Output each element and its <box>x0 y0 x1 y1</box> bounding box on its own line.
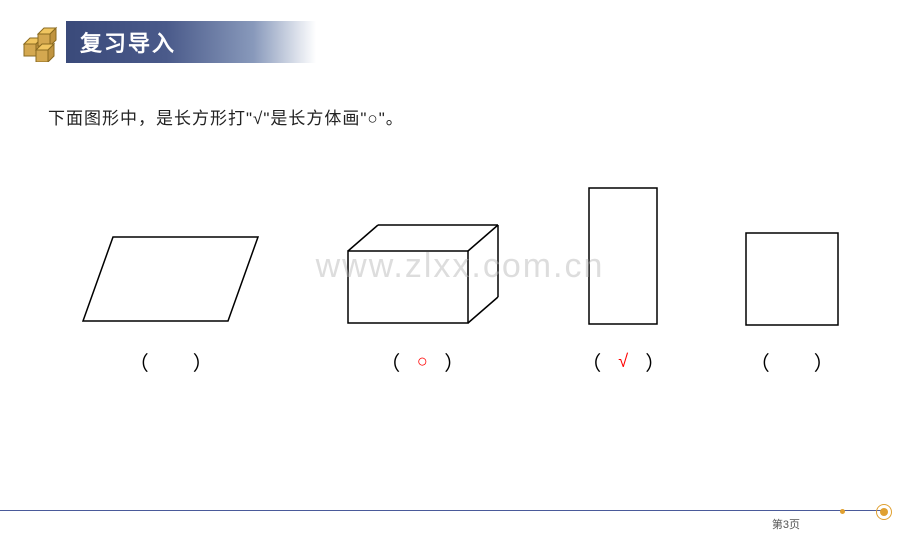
paren-right: ） <box>814 347 834 376</box>
parallelogram-svg <box>78 229 263 329</box>
section-title: 复习导入 <box>66 21 316 63</box>
shape-cuboid: （ ○ ） <box>340 219 505 376</box>
tall-rect-svg <box>583 184 663 329</box>
instruction-text: 下面图形中，是长方形打"√"是长方体画"○"。 <box>48 104 920 129</box>
shape-square: （ ） <box>742 229 842 376</box>
shape-tall-rectangle: （ √ ） <box>581 184 665 376</box>
paren-left: （ <box>380 347 400 376</box>
footer-line <box>0 510 885 512</box>
paren-right: ） <box>444 347 464 376</box>
square-svg <box>742 229 842 329</box>
blocks-icon <box>18 22 66 62</box>
answer-slot-3: （ √ ） <box>581 347 665 376</box>
footer-small-dot <box>840 509 845 514</box>
paren-right: ） <box>645 347 665 376</box>
paren-left: （ <box>129 347 149 376</box>
answer-slot-1: （ ） <box>129 347 213 376</box>
header-bar: 复习导入 <box>0 22 920 62</box>
footer-dot-inner <box>880 508 888 516</box>
paren-left: （ <box>750 347 770 376</box>
answer-slot-2: （ ○ ） <box>380 347 464 376</box>
shape-parallelogram: （ ） <box>78 229 263 376</box>
page-number: 第3页 <box>772 516 800 532</box>
shapes-row: （ ） （ ○ ） （ √ ） <box>0 184 920 376</box>
paren-left: （ <box>581 347 601 376</box>
cuboid-svg <box>340 219 505 329</box>
answer-mark-3: √ <box>603 351 643 372</box>
answer-slot-4: （ ） <box>750 347 834 376</box>
answer-mark-2: ○ <box>402 351 442 372</box>
paren-right: ） <box>193 347 213 376</box>
